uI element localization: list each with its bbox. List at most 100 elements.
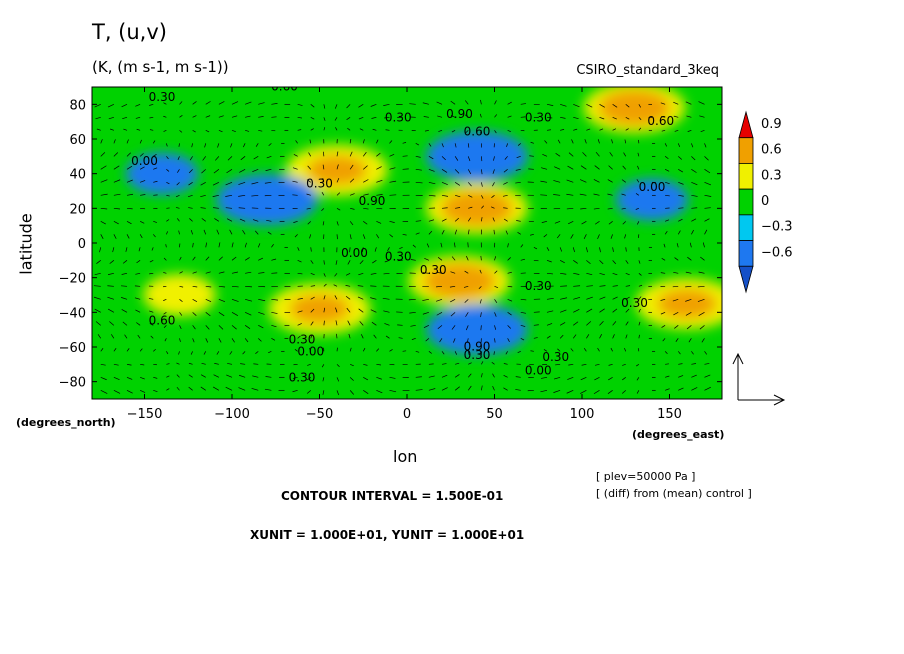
wind-arrow bbox=[481, 373, 483, 378]
wind-arrow bbox=[612, 296, 618, 300]
wind-arrow bbox=[323, 127, 326, 131]
wind-arrow bbox=[166, 351, 169, 355]
wind-arrow bbox=[383, 272, 390, 275]
wind-arrow bbox=[373, 334, 377, 339]
wind-arrow bbox=[580, 165, 587, 170]
wind-arrow bbox=[336, 177, 340, 183]
wind-arrow bbox=[625, 260, 629, 264]
field-feature-1-level-3 bbox=[438, 270, 481, 292]
wind-arrow bbox=[540, 194, 548, 196]
wind-arrow bbox=[402, 350, 407, 352]
colorbar-segment bbox=[738, 188, 754, 216]
xy-unit: XUNIT = 1.000E+01, YUNIT = 1.000E+01 bbox=[250, 528, 525, 542]
wind-arrow bbox=[700, 256, 705, 261]
contour-label: 0.00 bbox=[341, 246, 368, 260]
wind-arrow bbox=[336, 390, 340, 396]
colorbar-cap-top bbox=[738, 110, 754, 139]
wind-arrow bbox=[492, 169, 495, 174]
wind-arrow bbox=[685, 299, 692, 302]
wind-arrow bbox=[306, 193, 311, 196]
wind-arrow bbox=[100, 377, 107, 381]
wind-arrow bbox=[451, 256, 456, 261]
wind-arrow bbox=[113, 152, 119, 157]
wind-arrow bbox=[218, 271, 225, 274]
wind-arrow bbox=[94, 308, 101, 313]
contour-label: 0.60 bbox=[149, 313, 176, 327]
wind-arrow bbox=[140, 180, 146, 183]
wind-arrow bbox=[622, 377, 626, 381]
wind-arrow bbox=[126, 234, 130, 239]
wind-arrow bbox=[205, 338, 209, 343]
wind-arrow bbox=[140, 377, 145, 380]
wind-arrow bbox=[492, 217, 495, 222]
wind-arrow bbox=[704, 218, 710, 222]
wind-arrow bbox=[376, 234, 380, 239]
wind-arrow bbox=[230, 143, 233, 148]
wind-arrow bbox=[454, 217, 460, 222]
wind-arrow bbox=[244, 325, 251, 329]
wind-arrow bbox=[467, 143, 470, 148]
wind-arrow bbox=[336, 333, 338, 339]
wind-arrow bbox=[322, 178, 325, 183]
wind-arrow bbox=[624, 234, 627, 239]
wind-arrow bbox=[218, 285, 226, 288]
wind-arrow bbox=[494, 299, 498, 304]
wind-arrow bbox=[363, 165, 368, 170]
wind-arrow bbox=[665, 388, 670, 391]
wind-arrow bbox=[166, 231, 168, 235]
wind-arrow bbox=[334, 117, 338, 121]
wind-arrow bbox=[503, 182, 508, 185]
wind-arrow bbox=[467, 385, 472, 391]
wind-arrow bbox=[100, 390, 108, 394]
wind-arrow bbox=[702, 242, 705, 248]
colorbar-label: −0.6 bbox=[761, 245, 793, 260]
wind-arrow bbox=[201, 362, 206, 365]
wind-arrow bbox=[699, 325, 705, 330]
wind-arrow bbox=[359, 128, 364, 131]
wind-arrow bbox=[321, 208, 325, 211]
wind-arrow bbox=[205, 271, 211, 274]
wind-arrow bbox=[307, 165, 312, 170]
wind-arrow bbox=[179, 285, 184, 288]
wind-arrow bbox=[384, 116, 390, 119]
wind-arrow bbox=[297, 260, 302, 263]
wind-arrow bbox=[271, 116, 277, 118]
wind-arrow bbox=[428, 194, 436, 197]
y-tick-label: 0 bbox=[78, 237, 86, 252]
wind-arrow bbox=[701, 338, 705, 343]
wind-arrow bbox=[691, 182, 698, 186]
wind-arrow bbox=[423, 325, 430, 328]
wind-arrow bbox=[382, 297, 390, 300]
wind-arrow bbox=[492, 385, 495, 391]
wind-arrow bbox=[292, 194, 298, 196]
y-tick-label: −60 bbox=[59, 341, 86, 356]
wind-arrow bbox=[661, 325, 666, 328]
contour-label: 0.30 bbox=[385, 111, 412, 125]
wind-arrow bbox=[494, 100, 497, 105]
contour-label: 0.30 bbox=[289, 371, 316, 385]
wind-arrow bbox=[113, 377, 120, 381]
wind-arrow bbox=[581, 363, 587, 366]
wind-arrow bbox=[252, 375, 259, 378]
wind-arrow bbox=[166, 194, 170, 197]
wind-arrow bbox=[685, 101, 692, 105]
wind-arrow bbox=[176, 374, 180, 378]
wind-arrow bbox=[479, 299, 482, 304]
wind-arrow bbox=[436, 271, 443, 274]
wind-arrow bbox=[662, 338, 666, 342]
wind-arrow bbox=[560, 297, 568, 300]
wind-arrow bbox=[607, 179, 613, 183]
wind-arrow bbox=[153, 389, 158, 392]
wind-arrow bbox=[621, 179, 626, 183]
wind-arrow bbox=[358, 272, 364, 276]
wind-arrow bbox=[336, 364, 340, 368]
wind-arrow bbox=[678, 207, 684, 209]
wind-arrow bbox=[163, 272, 167, 274]
wind-arrow bbox=[464, 100, 469, 105]
wind-arrow bbox=[179, 130, 183, 133]
wind-arrow bbox=[543, 234, 548, 238]
wind-arrow bbox=[494, 312, 497, 317]
wind-arrow bbox=[384, 260, 390, 263]
wind-arrow bbox=[612, 321, 617, 326]
wind-arrow bbox=[383, 310, 390, 313]
